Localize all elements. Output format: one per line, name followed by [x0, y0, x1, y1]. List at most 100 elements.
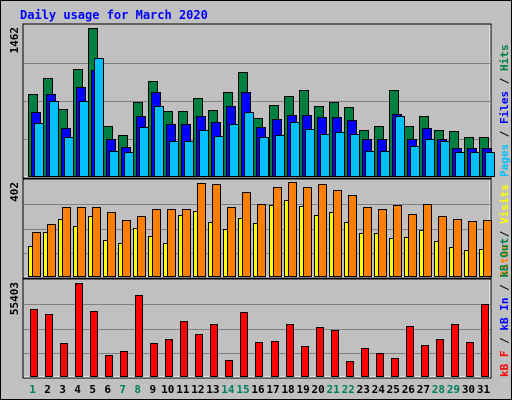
bar: [275, 135, 285, 177]
bar: [199, 130, 209, 177]
x-tick-label: 23: [357, 383, 370, 396]
bar: [92, 207, 101, 277]
legend-separator: /: [498, 278, 511, 298]
chart-panels: 1462 Pages / Files / Hits 402 Sites / Visit…: [8, 23, 511, 379]
bar: [169, 141, 179, 177]
bar: [227, 207, 236, 277]
chart-title: Daily usage for March 2020: [20, 8, 208, 22]
panel-legend: Sites / Visits: [498, 184, 511, 277]
legend-separator: /: [498, 224, 511, 244]
legend-item: Hits: [498, 45, 511, 72]
bar: [197, 183, 206, 277]
x-tick-label: 5: [89, 383, 96, 396]
bar: [135, 295, 143, 377]
bar: [152, 209, 161, 277]
panel-kbytes: 55403 kB F / kB In / kB Out: [8, 238, 511, 379]
legend-separator: /: [498, 71, 511, 91]
x-tick-label: 2: [44, 383, 51, 396]
bar: [335, 132, 345, 177]
bar: [122, 220, 131, 277]
legend-item: Sites: [498, 244, 511, 277]
x-tick-label: 7: [119, 383, 126, 396]
legend-separator: /: [498, 124, 511, 144]
bar: [139, 127, 149, 177]
x-tick-label: 21: [327, 383, 341, 396]
bar: [406, 326, 414, 377]
bar: [350, 134, 360, 177]
bar: [346, 361, 354, 377]
bar: [305, 129, 315, 177]
bar: [225, 360, 233, 377]
bar: [165, 339, 173, 377]
x-tick-label: 14: [221, 383, 235, 396]
legend-item: Visits: [498, 184, 511, 224]
bar: [481, 304, 489, 377]
bar: [77, 207, 86, 277]
legend-item: kB Out: [498, 238, 511, 278]
bar: [49, 101, 59, 177]
bar: [288, 182, 297, 277]
x-tick-label: 4: [74, 383, 81, 396]
bar: [365, 151, 375, 177]
x-tick-label: 8: [134, 383, 141, 396]
legend-item: Files: [498, 91, 511, 124]
bar: [240, 312, 248, 377]
x-tick-label: 27: [417, 383, 430, 396]
x-tick-label: 3: [59, 383, 66, 396]
bar: [318, 184, 327, 277]
bar: [363, 207, 372, 277]
y-max-label: 55403: [8, 282, 21, 315]
bar: [410, 146, 420, 177]
bar: [271, 341, 279, 377]
x-tick-label: 9: [149, 383, 156, 396]
bar: [455, 152, 465, 177]
bar: [109, 151, 119, 177]
bar: [466, 342, 474, 377]
bar: [180, 321, 188, 377]
bar: [421, 345, 429, 377]
y-max-label: 402: [8, 182, 21, 202]
x-tick-label: 29: [447, 383, 460, 396]
bar: [34, 123, 44, 177]
bar: [348, 195, 357, 277]
x-tick-labels: 1 2 3 4 5 6 7 8 9 10 11 12 13 14 15 16 17 18 19 20 21 22 23 24 2…: [29, 383, 490, 396]
bar: [483, 220, 492, 277]
legend-item: kB F: [498, 351, 511, 378]
bar: [273, 187, 282, 277]
x-tick-label: 6: [104, 383, 111, 396]
bar: [376, 353, 384, 377]
bar: [485, 152, 495, 177]
bar: [195, 334, 203, 377]
bar: [229, 124, 239, 177]
legend-separator: /: [498, 331, 511, 351]
bar: [242, 192, 251, 277]
series-pages: [34, 58, 495, 177]
y-max-label: 1462: [8, 27, 21, 54]
bar: [167, 209, 176, 277]
bar: [120, 351, 128, 377]
x-tick-label: 22: [342, 383, 355, 396]
bar: [154, 106, 164, 177]
bar: [320, 134, 330, 177]
x-tick-label: 30: [462, 383, 475, 396]
x-tick-label: 12: [191, 383, 204, 396]
panel-legend: kB F / kB In / kB Out: [498, 238, 511, 377]
bar: [75, 283, 83, 377]
x-tick-label: 16: [251, 383, 265, 396]
bar: [425, 139, 435, 177]
bar: [60, 343, 68, 377]
bar: [393, 205, 402, 277]
x-tick-label: 25: [387, 383, 400, 396]
bar: [290, 122, 300, 177]
bar: [94, 58, 104, 177]
bar: [30, 309, 38, 377]
bar: [105, 355, 113, 377]
bar: [214, 136, 224, 177]
bar: [182, 209, 191, 277]
bar: [47, 224, 56, 277]
bar: [391, 358, 399, 377]
panel-legend: Pages / Files / Hits: [498, 45, 511, 178]
x-tick-label: 19: [296, 383, 309, 396]
x-tick-label: 24: [372, 383, 386, 396]
x-tick-label: 26: [402, 383, 416, 396]
